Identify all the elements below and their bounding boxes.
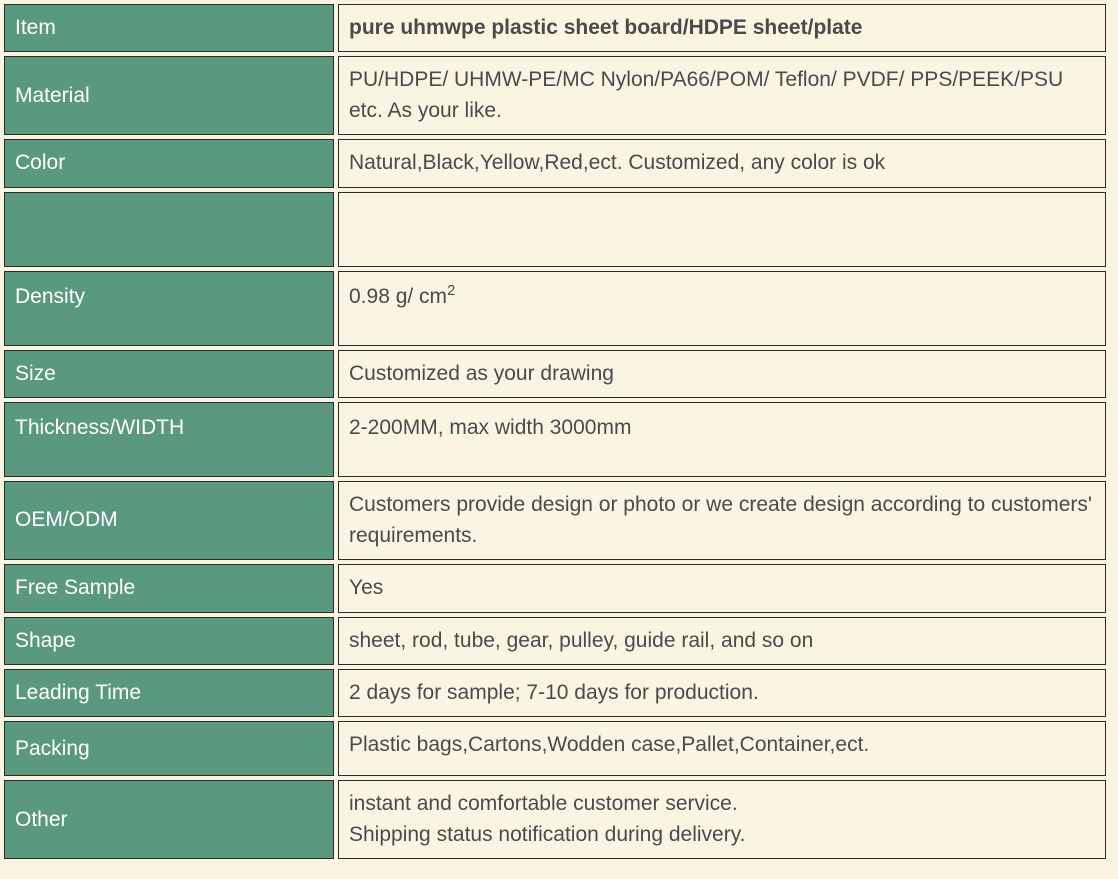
table-row: Shapesheet, rod, tube, gear, pulley, gui… bbox=[4, 617, 1106, 665]
row-label: Thickness/WIDTH bbox=[4, 402, 334, 477]
row-value: PU/HDPE/ UHMW-PE/MC Nylon/PA66/POM/ Tefl… bbox=[338, 56, 1106, 135]
row-value: 2 days for sample; 7-10 days for product… bbox=[338, 669, 1106, 717]
row-value: 2-200MM, max width 3000mm bbox=[338, 402, 1106, 477]
row-label: OEM/ODM bbox=[4, 481, 334, 560]
row-label: Free Sample bbox=[4, 564, 334, 612]
row-label: Other bbox=[4, 780, 334, 859]
row-value bbox=[338, 192, 1106, 267]
table-row: Thickness/WIDTH2-200MM, max width 3000mm bbox=[4, 402, 1106, 477]
row-value: Customers provide design or photo or we … bbox=[338, 481, 1106, 560]
table-row: ColorNatural,Black,Yellow,Red,ect. Custo… bbox=[4, 139, 1106, 187]
row-label: Color bbox=[4, 139, 334, 187]
row-value: instant and comfortable customer service… bbox=[338, 780, 1106, 859]
table-row: MaterialPU/HDPE/ UHMW-PE/MC Nylon/PA66/P… bbox=[4, 56, 1106, 135]
spec-table-body: Itempure uhmwpe plastic sheet board/HDPE… bbox=[4, 4, 1106, 859]
row-label: Material bbox=[4, 56, 334, 135]
table-row: Density0.98 g/ cm2 bbox=[4, 271, 1106, 346]
row-label: Packing bbox=[4, 721, 334, 776]
table-row: Free SampleYes bbox=[4, 564, 1106, 612]
row-value: Yes bbox=[338, 564, 1106, 612]
row-label: Leading Time bbox=[4, 669, 334, 717]
table-row: Itempure uhmwpe plastic sheet board/HDPE… bbox=[4, 4, 1106, 52]
table-row: PackingPlastic bags,Cartons,Wodden case,… bbox=[4, 721, 1106, 776]
row-value: Natural,Black,Yellow,Red,ect. Customized… bbox=[338, 139, 1106, 187]
spec-table: Itempure uhmwpe plastic sheet board/HDPE… bbox=[0, 0, 1110, 863]
row-label: Density bbox=[4, 271, 334, 346]
row-label: Size bbox=[4, 350, 334, 398]
row-value: 0.98 g/ cm2 bbox=[338, 271, 1106, 346]
table-row: Otherinstant and comfortable customer se… bbox=[4, 780, 1106, 859]
row-label: Shape bbox=[4, 617, 334, 665]
row-value: sheet, rod, tube, gear, pulley, guide ra… bbox=[338, 617, 1106, 665]
table-row: SizeCustomized as your drawing bbox=[4, 350, 1106, 398]
table-row: Leading Time2 days for sample; 7-10 days… bbox=[4, 669, 1106, 717]
row-label bbox=[4, 192, 334, 267]
row-value: pure uhmwpe plastic sheet board/HDPE she… bbox=[338, 4, 1106, 52]
row-value: Plastic bags,Cartons,Wodden case,Pallet,… bbox=[338, 721, 1106, 776]
table-row: OEM/ODMCustomers provide design or photo… bbox=[4, 481, 1106, 560]
table-row bbox=[4, 192, 1106, 267]
row-value: Customized as your drawing bbox=[338, 350, 1106, 398]
row-label: Item bbox=[4, 4, 334, 52]
